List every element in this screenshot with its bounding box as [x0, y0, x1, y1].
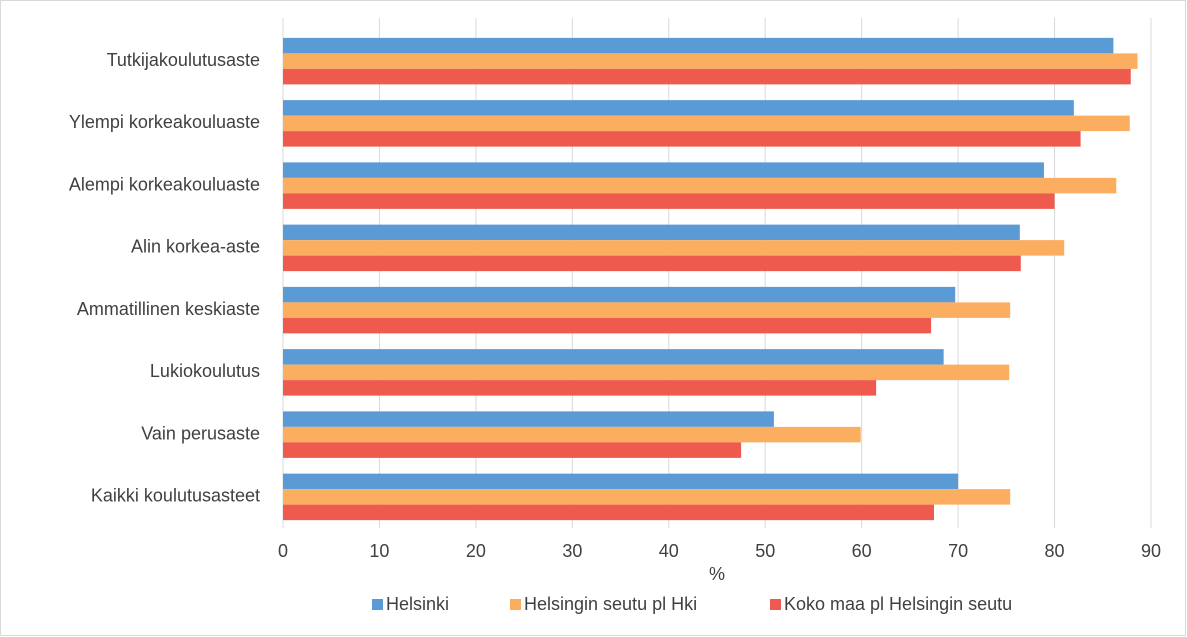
- bar: [283, 489, 1011, 505]
- x-tick-label: 30: [562, 541, 582, 561]
- y-tick-label: Alempi korkeakouluaste: [69, 174, 260, 194]
- y-tick-label: Tutkijakoulutusaste: [107, 50, 260, 70]
- x-tick-label: 70: [948, 541, 968, 561]
- bar: [283, 349, 944, 365]
- bar: [283, 504, 934, 521]
- legend-label: Helsinki: [386, 594, 449, 614]
- legend-label: Koko maa pl Helsingin seutu: [784, 594, 1012, 614]
- bar: [283, 411, 774, 427]
- bar: [283, 473, 959, 490]
- y-tick-label: Lukiokoulutus: [150, 361, 260, 381]
- bar: [283, 177, 1117, 194]
- legend-swatch: [770, 599, 781, 610]
- bar: [283, 224, 1020, 241]
- bar: [283, 286, 956, 303]
- x-axis-label: %: [709, 564, 725, 584]
- y-tick-label: Alin korkea-aste: [131, 237, 260, 257]
- legend-swatch: [510, 599, 521, 610]
- bar: [283, 162, 1044, 178]
- x-tick-label: 60: [852, 541, 872, 561]
- bar: [283, 53, 1138, 69]
- bar: [283, 317, 932, 334]
- y-tick-label: Ammatillinen keskiaste: [77, 299, 260, 319]
- x-tick-label: 50: [755, 541, 775, 561]
- bar: [283, 115, 1130, 132]
- bar: [283, 426, 861, 443]
- bar: [283, 302, 1011, 318]
- x-tick-label: 20: [466, 541, 486, 561]
- bar: [283, 240, 1065, 256]
- bar: [283, 131, 1081, 147]
- bar: [283, 37, 1114, 54]
- bar: [283, 442, 742, 458]
- y-tick-label: Vain perusaste: [141, 423, 260, 443]
- x-tick-label: 10: [369, 541, 389, 561]
- x-tick-label: 40: [659, 541, 679, 561]
- bar: [283, 193, 1055, 209]
- bar: [283, 380, 877, 396]
- legend-label: Helsingin seutu pl Hki: [524, 594, 697, 614]
- x-tick-label: 90: [1141, 541, 1161, 561]
- y-tick-label: Kaikki koulutusasteet: [91, 486, 260, 506]
- y-tick-label: Ylempi korkeakouluaste: [69, 112, 260, 132]
- bar: [283, 255, 1021, 272]
- x-tick-label: 0: [278, 541, 288, 561]
- bar: [283, 100, 1074, 116]
- legend-swatch: [372, 599, 383, 610]
- bar: [283, 364, 1010, 381]
- x-tick-label: 80: [1045, 541, 1065, 561]
- bar: [283, 68, 1131, 85]
